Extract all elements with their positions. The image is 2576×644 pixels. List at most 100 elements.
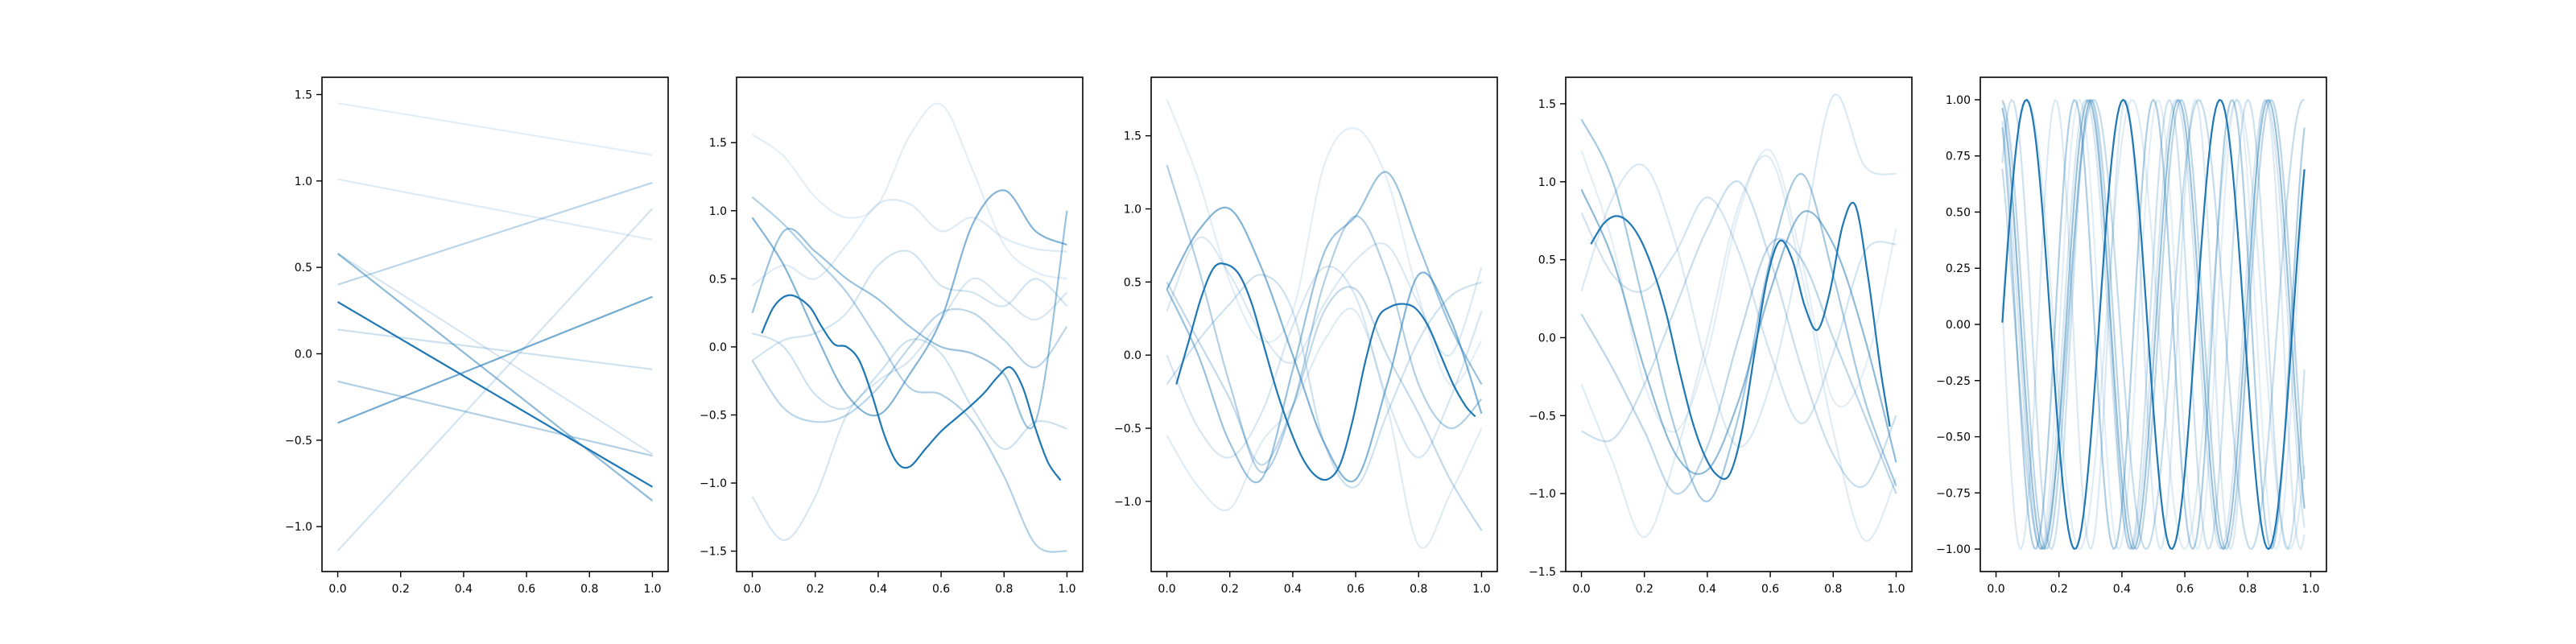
series-line-5 — [1166, 274, 1482, 489]
series-line-9 — [751, 189, 1067, 417]
series-line-8 — [1580, 189, 1897, 475]
x-tick-label: 0.6 — [1761, 583, 1779, 596]
series-line-8 — [336, 253, 654, 502]
y-tick-label: −0.5 — [1529, 410, 1556, 423]
x-tick-label: 0.4 — [1284, 583, 1302, 596]
x-tick-label: 0.8 — [1410, 583, 1427, 596]
y-tick-label: 0.75 — [1946, 151, 1971, 163]
y-tick-label: 0.0 — [1124, 349, 1141, 362]
x-tick-label: 1.0 — [1887, 583, 1905, 596]
chart-panel-4: 0.0 0.2 0.4 0.6 0.8 1.0 −1.5 −1.0 −0.5 0.0 0.5 1.0 1… — [1529, 76, 1913, 596]
x-tick-label: 0.8 — [2239, 583, 2256, 596]
series-line-1 — [1166, 98, 1483, 386]
chart-panel-5: 0.0 0.2 0.4 0.6 0.8 1.0 −1.00 −0.75 −0.50 −0.25 0.… — [1936, 76, 2327, 596]
series-line-4 — [1580, 196, 1897, 425]
x-tick-label: 1.0 — [1472, 583, 1490, 596]
series-line-4 — [1166, 265, 1483, 459]
series-line-10 — [336, 301, 654, 488]
y-tick-label: 0.00 — [1946, 319, 1971, 332]
series-line-10 — [761, 294, 1062, 481]
y-tick-label: 1.0 — [1538, 176, 1556, 189]
y-tick-label: 0.25 — [1946, 262, 1971, 275]
series-line-4 — [2001, 98, 2306, 551]
y-tick-label: 1.5 — [1538, 98, 1556, 111]
y-tick-label: −1.0 — [700, 477, 727, 490]
y-tick-label: 1.0 — [1124, 203, 1141, 216]
x-tick-label: 1.0 — [2301, 583, 2319, 596]
series-line-3 — [1166, 236, 1483, 365]
x-tick-label: 0.4 — [2113, 583, 2131, 596]
x-tick-label: 0.0 — [743, 583, 761, 596]
series-group — [2001, 98, 2306, 551]
y-tick-label: 1.5 — [709, 137, 727, 150]
series-line-5 — [1581, 180, 1897, 489]
y-tick-label: 0.50 — [1946, 206, 1971, 219]
series-line-7 — [751, 196, 1067, 553]
series-line-6 — [337, 181, 653, 286]
x-tick-label: 0.6 — [1347, 583, 1364, 596]
x-tick-label: 0.0 — [1158, 583, 1175, 596]
x-tick-label: 0.8 — [580, 583, 598, 596]
y-tick-label: 0.5 — [1124, 276, 1141, 289]
y-tick-label: −0.5 — [1114, 423, 1141, 436]
y-tick-label: −1.5 — [700, 546, 727, 559]
series-line-7 — [1166, 164, 1483, 473]
series-line-2 — [1166, 308, 1483, 549]
y-tick-label: 0.0 — [1538, 332, 1556, 345]
series-group — [751, 102, 1068, 553]
y-tick-label: −1.00 — [1936, 543, 1971, 556]
series-line-1 — [1580, 148, 1897, 433]
x-tick-label: 0.2 — [1221, 583, 1239, 596]
y-tick-label: 0.5 — [1538, 254, 1556, 267]
series-line-4 — [336, 208, 654, 551]
series-line-1 — [2001, 98, 2306, 551]
series-line-10 — [2001, 98, 2306, 551]
x-tick-label: 1.0 — [643, 583, 661, 596]
series-line-5 — [337, 328, 653, 370]
series-line-2 — [2001, 98, 2306, 551]
x-tick-label: 0.0 — [328, 583, 346, 596]
y-tick-label: 1.0 — [709, 205, 727, 218]
series-line-3 — [1580, 93, 1897, 448]
x-tick-label: 0.4 — [869, 583, 887, 596]
series-line-4 — [751, 250, 1068, 361]
chart-panel-1: 0.0 0.2 0.4 0.6 0.8 1.0 −1.0 −0.5 0.0 0.5 1.0 1.5 — [285, 76, 669, 596]
y-tick-label: 1.00 — [1946, 94, 1971, 107]
x-tick-label: 0.2 — [807, 583, 824, 596]
series-line-6 — [2001, 98, 2305, 551]
x-tick-label: 0.0 — [1572, 583, 1590, 596]
x-tick-label: 0.6 — [932, 583, 950, 596]
series-line-2 — [1580, 155, 1897, 543]
series-line-1 — [337, 102, 653, 156]
series-group — [336, 102, 654, 551]
y-tick-label: −0.75 — [1936, 487, 1971, 500]
y-tick-label: −1.0 — [1529, 488, 1556, 501]
series-line-2 — [337, 178, 653, 241]
series-group — [1166, 98, 1483, 549]
x-tick-label: 0.8 — [1824, 583, 1842, 596]
series-line-9 — [1590, 201, 1891, 481]
y-tick-label: 0.0 — [709, 341, 727, 354]
series-line-6 — [751, 308, 1068, 423]
series-line-6 — [1580, 237, 1897, 495]
y-tick-label: 0.5 — [295, 262, 312, 275]
x-tick-label: 0.4 — [1699, 583, 1716, 596]
y-tick-label: 0.0 — [295, 348, 312, 361]
y-tick-label: 0.5 — [709, 273, 727, 286]
y-tick-label: 1.5 — [1124, 130, 1141, 143]
series-line-3 — [2001, 99, 2306, 551]
axes-frame — [321, 76, 669, 572]
series-line-5 — [2001, 98, 2306, 551]
y-tick-label: −0.5 — [285, 435, 312, 448]
axes-frame — [1565, 76, 1913, 572]
axes-frame — [1150, 76, 1498, 572]
series-line-6 — [1166, 281, 1483, 531]
series-line-3 — [751, 277, 1068, 542]
y-tick-label: −1.0 — [1114, 496, 1141, 509]
y-tick-label: −1.5 — [1529, 566, 1556, 579]
series-line-8 — [751, 210, 1068, 430]
series-line-3 — [336, 253, 654, 455]
series-line-7 — [337, 380, 653, 457]
series-line-1 — [751, 102, 1067, 280]
